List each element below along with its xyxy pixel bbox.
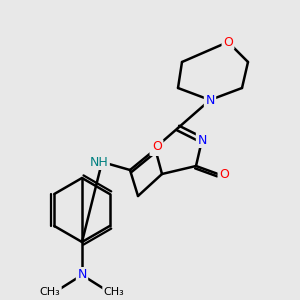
Text: CH₃: CH₃ <box>40 287 60 297</box>
Text: S: S <box>151 142 159 154</box>
Text: CH₃: CH₃ <box>103 287 124 297</box>
Text: O: O <box>152 140 162 154</box>
Text: N: N <box>197 134 207 146</box>
Text: O: O <box>223 35 233 49</box>
Text: O: O <box>219 169 229 182</box>
Text: N: N <box>205 94 215 106</box>
Text: N: N <box>77 268 87 281</box>
Text: NH: NH <box>90 155 108 169</box>
